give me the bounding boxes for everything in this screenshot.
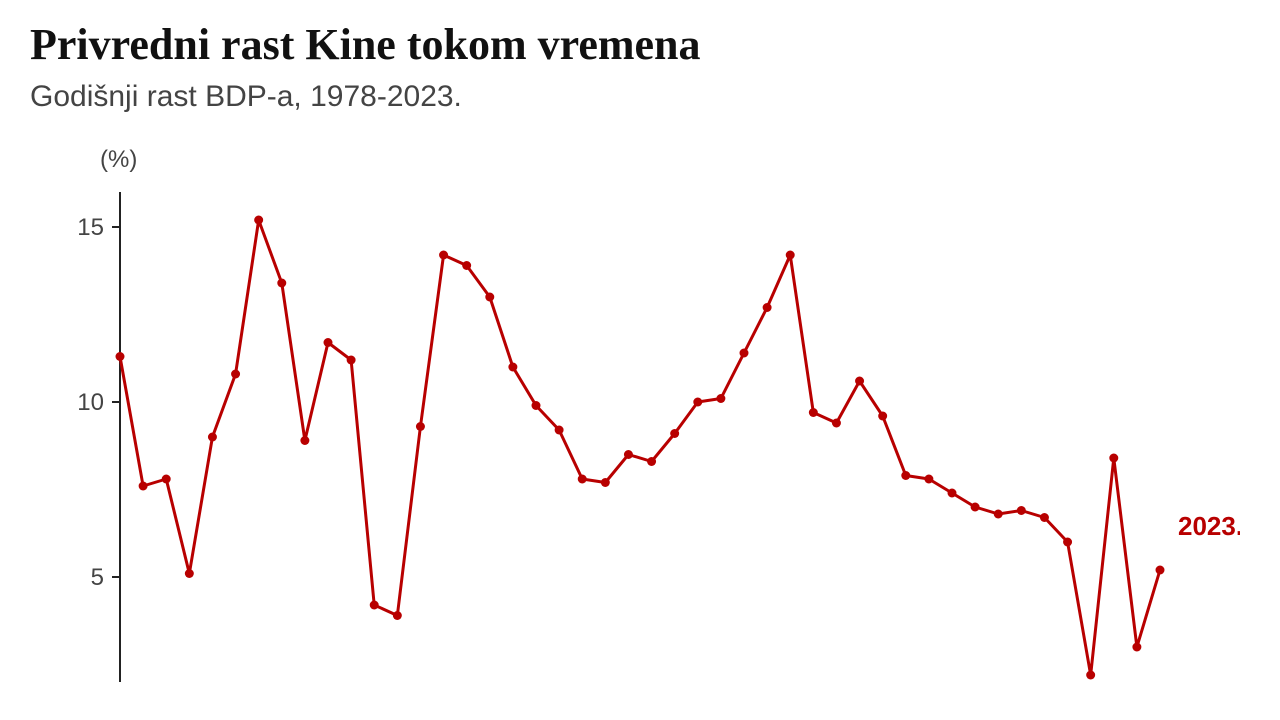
data-point [462, 261, 471, 270]
chart-unit-label: (%) [100, 146, 1250, 174]
data-point [1156, 565, 1165, 574]
data-point [300, 436, 309, 445]
data-point [231, 369, 240, 378]
data-point [786, 250, 795, 259]
data-point [901, 471, 910, 480]
data-point [254, 215, 263, 224]
last-point-annotation: 2023.* [1178, 511, 1240, 541]
y-tick-label: 5 [91, 564, 104, 591]
data-point [971, 502, 980, 511]
data-point [832, 418, 841, 427]
data-point [1017, 506, 1026, 515]
data-point [1086, 670, 1095, 679]
chart-title: Privredni rast Kine tokom vremena [30, 20, 1250, 71]
data-point [1132, 642, 1141, 651]
data-point [693, 397, 702, 406]
y-tick-label: 15 [77, 214, 104, 241]
data-point [855, 376, 864, 385]
data-point [647, 457, 656, 466]
data-point [439, 250, 448, 259]
data-point [1063, 537, 1072, 546]
data-point [1109, 453, 1118, 462]
data-point [624, 450, 633, 459]
data-point [508, 362, 517, 371]
data-point [347, 355, 356, 364]
data-point [924, 474, 933, 483]
data-point [670, 429, 679, 438]
data-point [878, 411, 887, 420]
data-point [208, 432, 217, 441]
data-point [994, 509, 1003, 518]
data-point [948, 488, 957, 497]
data-line [120, 220, 1160, 675]
data-point [740, 348, 749, 357]
data-point [601, 478, 610, 487]
data-point [1040, 513, 1049, 522]
chart-container: Privredni rast Kine tokom vremena Godišn… [0, 0, 1280, 720]
data-point [716, 394, 725, 403]
data-point [485, 292, 494, 301]
data-point [393, 611, 402, 620]
data-point [185, 569, 194, 578]
data-point [416, 422, 425, 431]
data-point [162, 474, 171, 483]
data-point [370, 600, 379, 609]
data-point [116, 352, 125, 361]
chart-plot-area: 5 10 15 2023.* [40, 182, 1240, 682]
data-point [139, 481, 148, 490]
data-point [277, 278, 286, 287]
data-point [532, 401, 541, 410]
data-point [555, 425, 564, 434]
data-point [324, 338, 333, 347]
line-chart-svg: 5 10 15 2023.* [40, 182, 1240, 682]
data-point [763, 303, 772, 312]
chart-subtitle: Godišnji rast BDP-a, 1978-2023. [30, 77, 1250, 116]
data-point [809, 408, 818, 417]
y-tick-label: 10 [77, 389, 104, 416]
data-point [578, 474, 587, 483]
